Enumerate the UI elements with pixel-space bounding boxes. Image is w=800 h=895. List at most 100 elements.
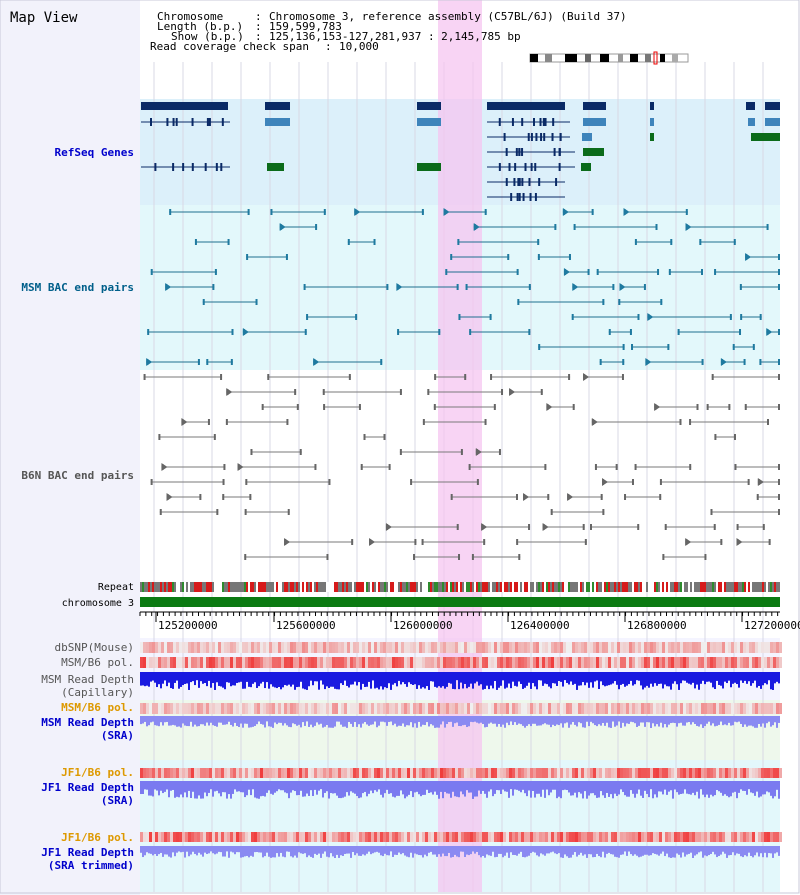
heat-mark [317,768,320,778]
heat-mark [140,768,143,778]
depth-bar [490,672,492,686]
depth-bar [438,781,440,799]
track-label-msm-b6-pol[interactable]: MSM/B6 pol. [61,656,134,669]
heat-mark [752,703,755,714]
repeat-mark [744,582,746,592]
track-label-msm-bac[interactable]: MSM BAC end pairs [21,281,134,294]
heat-mark [491,832,494,842]
depth-bar [336,672,338,690]
bac-end [670,239,673,245]
depth-bar [744,846,746,856]
track-label-msm-b6-pol-2[interactable]: MSM/B6 pol. [61,701,134,714]
bac-end [740,314,743,320]
bac-end [323,404,326,410]
depth-bar [498,672,500,688]
depth-bar [370,781,372,791]
heat-mark [260,657,263,668]
heat-mark [650,642,653,653]
heat-mark [410,642,413,653]
repeat-mark [374,582,376,592]
track-label-jf1-depth-trim-1[interactable]: JF1 Read Depth [41,846,134,859]
track-label-jf1-depth-sra-1[interactable]: JF1 Read Depth [41,781,134,794]
track-label-jf1-b6-pol[interactable]: JF1/B6 pol. [61,766,134,779]
depth-bar [186,781,188,798]
track-label-refseq[interactable]: RefSeq Genes [54,146,134,159]
heat-mark [617,832,620,842]
depth-bar [326,716,328,725]
depth-bar [590,846,592,855]
depth-bar [308,781,310,796]
repeat-mark [536,582,538,592]
bac-end [720,539,723,545]
heat-mark [638,768,641,778]
repeat-mark [614,582,616,592]
heat-mark [689,657,692,668]
gene-exon [417,102,441,110]
depth-bar [750,846,752,856]
heat-mark [623,642,626,653]
depth-bar [618,846,620,858]
gene-exon [581,163,591,171]
bac-arrow [509,388,516,396]
bac-end [348,374,351,380]
heat-mark [227,703,230,714]
heat-mark [452,642,455,653]
gene-exon [765,102,780,110]
depth-bar [396,846,398,855]
depth-bar [748,846,750,853]
depth-bar [358,716,360,725]
heat-mark [374,832,377,842]
depth-bar [576,781,578,798]
depth-bar [352,716,354,727]
bac-end [602,509,605,515]
heat-mark [722,642,725,653]
depth-bar [274,781,276,793]
heat-mark [305,657,308,668]
heat-mark [320,642,323,653]
track-label-msm-depth-capillary-1[interactable]: MSM Read Depth [41,673,134,686]
bac-end [199,494,202,500]
heat-mark [641,832,644,842]
heat-mark [755,768,758,778]
coverage-sep: : [325,40,332,53]
depth-bar [728,672,730,681]
heat-mark [272,642,275,653]
track-label-b6n-bac[interactable]: B6N BAC end pairs [21,469,134,482]
repeat-mark [592,582,594,592]
track-label-msm-depth-sra-1[interactable]: MSM Read Depth [41,716,134,729]
depth-bar [392,781,394,797]
repeat-mark [288,582,290,592]
depth-bar [266,672,268,683]
depth-bar [740,781,742,790]
depth-bar [546,846,548,854]
depth-bar [514,781,516,790]
repeat-mark [430,582,432,592]
depth-bar [756,781,758,792]
heat-mark [761,642,764,653]
depth-bar [318,846,320,854]
depth-bar [352,846,354,853]
depth-bar [336,781,338,796]
depth-bar [656,672,658,686]
depth-bar [400,846,402,855]
heat-mark [632,768,635,778]
track-label-dbsnp[interactable]: dbSNP(Mouse) [54,641,134,654]
heat-mark [215,703,218,714]
heat-mark [698,768,701,778]
depth-bar [302,846,304,854]
depth-bar [152,846,154,856]
heat-mark [158,657,161,668]
track-label-jf1-depth-sra-2: (SRA) [100,794,134,807]
heat-mark [605,642,608,653]
track-label-jf1-b6-pol-2[interactable]: JF1/B6 pol. [61,831,134,844]
depth-bar [318,781,320,791]
repeat-mark [184,582,186,592]
heat-mark [536,657,539,668]
track-label-repeat[interactable]: Repeat [97,582,134,593]
heat-mark [638,703,641,714]
heat-mark [344,642,347,653]
heat-mark [704,703,707,714]
heat-mark [527,832,530,842]
bac-end [285,254,288,260]
depth-bar [524,716,526,728]
